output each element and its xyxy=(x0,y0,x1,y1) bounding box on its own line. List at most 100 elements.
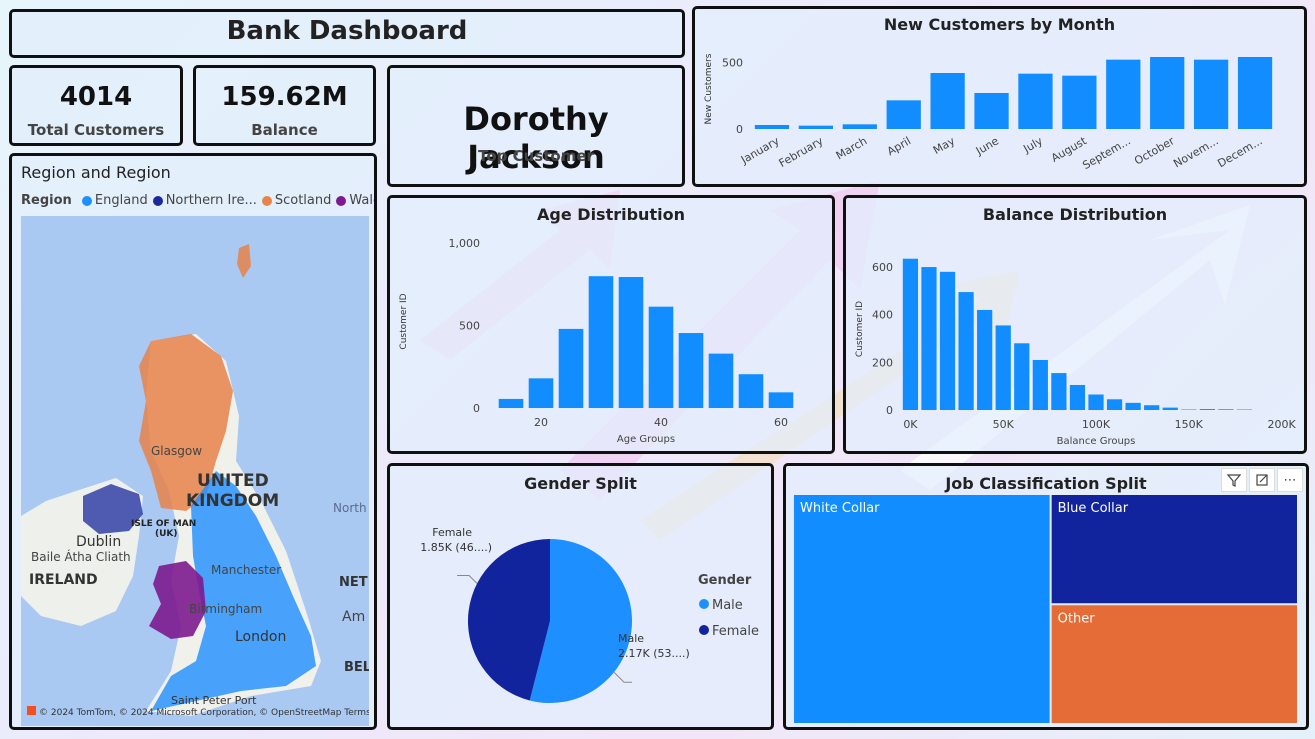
bar[interactable] xyxy=(930,73,965,129)
bar[interactable] xyxy=(1199,409,1215,410)
age-distribution-card[interactable]: Age Distribution Customer ID 0 500 1,000 20 4… xyxy=(387,195,835,454)
map-label-manchester: Manchester xyxy=(211,563,281,577)
more-options-icon[interactable]: ⋯ xyxy=(1277,468,1303,492)
bar[interactable] xyxy=(921,267,937,410)
map-label-am: Am xyxy=(342,609,365,625)
job-classification-card[interactable]: Job Classification Split ⋯ White Collar B… xyxy=(783,463,1309,730)
map-legend-item[interactable]: Wales xyxy=(336,193,374,208)
x-tick-label: February xyxy=(777,134,826,170)
y-tick-label: 500 xyxy=(459,320,480,333)
region-scotland[interactable] xyxy=(139,334,233,511)
map-label-isle2: (UK) xyxy=(155,529,178,539)
x-tick-label: 20 xyxy=(534,416,548,429)
bar[interactable] xyxy=(842,124,877,129)
bar[interactable] xyxy=(958,292,974,410)
pie-legend-title: Gender xyxy=(698,573,752,588)
bar[interactable] xyxy=(1032,359,1048,410)
bar[interactable] xyxy=(886,100,921,129)
bar[interactable] xyxy=(588,276,614,408)
bar[interactable] xyxy=(528,378,554,408)
total-customers-card[interactable]: 4014 Total Customers xyxy=(9,65,183,146)
bar[interactable] xyxy=(1014,343,1030,410)
visual-toolbar: ⋯ xyxy=(1221,468,1303,492)
y-tick-label: 600 xyxy=(872,261,893,274)
bar[interactable] xyxy=(1088,394,1104,410)
bar[interactable] xyxy=(1193,59,1229,129)
bar[interactable] xyxy=(977,309,993,410)
pie-legend-label[interactable]: Female xyxy=(712,624,759,639)
balance-value: 159.62M xyxy=(221,82,348,112)
bar[interactable] xyxy=(1051,373,1067,410)
balance-distribution-card[interactable]: Balance Distribution Customer ID 0 200 400 6… xyxy=(843,195,1307,454)
gender-split-card[interactable]: Gender Split Male 2.17K (53....) Female 1.8… xyxy=(387,463,774,730)
region-northern-ireland[interactable] xyxy=(83,484,143,534)
bar[interactable] xyxy=(1150,57,1185,129)
map-label-london: London xyxy=(235,629,286,645)
treemap-tile-white-collar[interactable] xyxy=(794,495,1050,723)
bar[interactable] xyxy=(768,392,794,408)
bar[interactable] xyxy=(738,374,764,408)
bar[interactable] xyxy=(798,125,834,129)
region-map-card[interactable]: Region and Region Region England Northern… xyxy=(9,153,377,730)
bar[interactable] xyxy=(618,277,644,408)
map-legend-title: Region xyxy=(21,193,72,208)
total-customers-label: Total Customers xyxy=(27,121,165,139)
bar[interactable] xyxy=(708,353,734,408)
bar[interactable] xyxy=(558,328,584,408)
map-legend-label: Scotland xyxy=(274,193,332,208)
pie-legend-label[interactable]: Male xyxy=(712,598,743,613)
treemap-label: White Collar xyxy=(800,501,880,516)
balance-card[interactable]: 159.62M Balance xyxy=(193,65,376,146)
bar[interactable] xyxy=(1237,57,1273,129)
region-england[interactable] xyxy=(151,471,316,711)
map-legend-label: Wales xyxy=(349,193,374,208)
bar[interactable] xyxy=(974,93,1009,129)
bar[interactable] xyxy=(1018,73,1053,129)
bar[interactable] xyxy=(678,333,704,408)
pie-slice-male[interactable] xyxy=(529,539,632,703)
map-label-birmingham: Birmingham xyxy=(189,602,262,616)
age-distribution-chart[interactable]: Customer ID 0 500 1,000 20 40 60 Age Groups xyxy=(390,226,832,451)
pie-slice-female[interactable] xyxy=(467,539,550,701)
legend-dot-icon xyxy=(152,195,163,206)
map-label-glasgow: Glasgow xyxy=(151,444,202,458)
bar[interactable] xyxy=(902,258,919,410)
map-legend-item[interactable]: Scotland xyxy=(261,193,332,208)
bar[interactable] xyxy=(498,398,524,408)
bar[interactable] xyxy=(1106,399,1123,410)
x-tick-label: May xyxy=(931,134,958,157)
bar[interactable] xyxy=(1106,59,1141,129)
job-classification-treemap[interactable]: White Collar Blue Collar Other xyxy=(794,494,1300,724)
bar[interactable] xyxy=(1162,407,1178,410)
bar[interactable] xyxy=(1062,75,1097,129)
filter-icon[interactable] xyxy=(1221,468,1247,492)
leader-line xyxy=(613,671,633,683)
bar[interactable] xyxy=(1069,384,1086,410)
treemap-tile-other[interactable] xyxy=(1051,605,1297,723)
legend-dot-icon xyxy=(336,195,347,206)
uk-map[interactable]: UNITED KINGDOM Glasgow ISLE OF MAN (UK) … xyxy=(21,216,369,726)
map-legend-item[interactable]: Northern Ire... xyxy=(152,193,257,208)
leader-line xyxy=(457,574,478,584)
treemap-tile-blue-collar[interactable] xyxy=(1051,495,1297,604)
bar[interactable] xyxy=(939,271,956,410)
bar[interactable] xyxy=(1125,402,1141,410)
balance-distribution-chart[interactable]: Customer ID 0 200 400 600 0K 50K 100K 150K 200K Ba… xyxy=(846,226,1304,451)
x-tick-label: March xyxy=(834,134,870,162)
region-wales[interactable] xyxy=(149,561,206,639)
bar[interactable] xyxy=(995,325,1011,410)
bar[interactable] xyxy=(648,306,674,408)
top-customer-card[interactable]: Dorothy Jackson Top Customer xyxy=(387,65,685,187)
new-customers-card[interactable]: New Customers by Month New Customers 0 500… xyxy=(692,6,1307,187)
y-axis-label: Customer ID xyxy=(855,301,865,357)
map-label-north: North xyxy=(333,501,367,515)
bar[interactable] xyxy=(1218,409,1234,410)
gender-split-chart[interactable]: Male 2.17K (53....) Female 1.85K (46....) Ge… xyxy=(390,498,771,728)
bar[interactable] xyxy=(1144,405,1160,410)
map-legend-item[interactable]: England xyxy=(81,193,148,208)
bar[interactable] xyxy=(754,125,790,129)
map-legend-label: Northern Ire... xyxy=(165,193,257,208)
treemap-label: Blue Collar xyxy=(1058,501,1129,516)
focus-mode-icon[interactable] xyxy=(1249,468,1275,492)
